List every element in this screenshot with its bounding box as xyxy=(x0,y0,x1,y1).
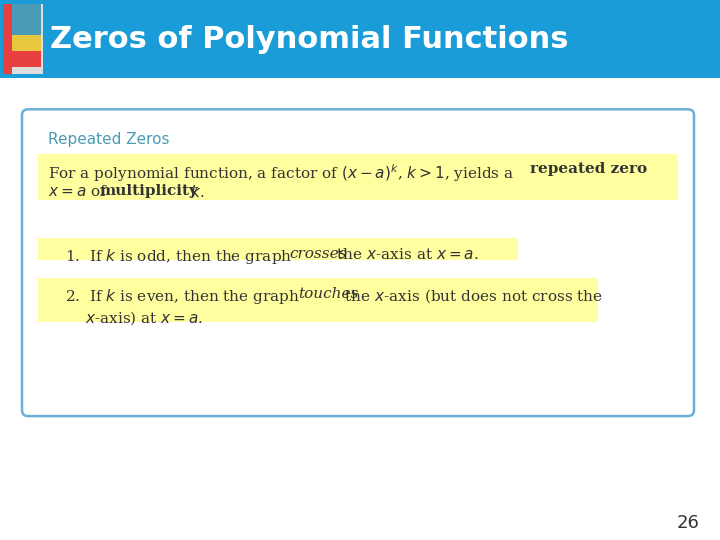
Text: 26: 26 xyxy=(677,514,700,532)
Bar xyxy=(3,4,12,75)
Text: crosses: crosses xyxy=(289,247,346,261)
Bar xyxy=(4,4,43,75)
Bar xyxy=(5,51,41,66)
Text: $x$-axis) at $x=a$.: $x$-axis) at $x=a$. xyxy=(85,309,203,327)
Bar xyxy=(38,278,598,322)
Text: 2.  If $k$ is even, then the graph: 2. If $k$ is even, then the graph xyxy=(65,287,300,306)
Text: Zeros of Polynomial Functions: Zeros of Polynomial Functions xyxy=(50,25,569,53)
Text: multiplicity: multiplicity xyxy=(100,184,199,198)
Bar xyxy=(5,35,41,51)
Bar xyxy=(5,4,41,35)
Text: 1.  If $k$ is odd, then the graph: 1. If $k$ is odd, then the graph xyxy=(65,247,292,266)
Text: touches: touches xyxy=(298,287,359,301)
Text: Repeated Zeros: Repeated Zeros xyxy=(48,132,169,147)
Text: $x=a$ of: $x=a$ of xyxy=(48,184,108,199)
FancyBboxPatch shape xyxy=(22,109,694,416)
Text: the $x$-axis at $x=a$.: the $x$-axis at $x=a$. xyxy=(332,247,479,262)
Bar xyxy=(38,238,518,260)
Bar xyxy=(38,154,678,200)
Text: the $x$-axis (but does not cross the: the $x$-axis (but does not cross the xyxy=(340,287,603,305)
Text: $k$.: $k$. xyxy=(186,184,205,200)
Text: repeated zero: repeated zero xyxy=(530,162,647,176)
Text: For a polynomial function, a factor of $(x-a)^k$, $k>1$, yields a: For a polynomial function, a factor of $… xyxy=(48,162,515,184)
